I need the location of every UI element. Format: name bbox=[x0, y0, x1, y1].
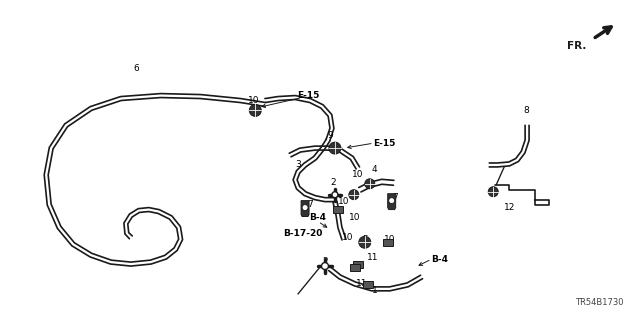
Text: B-17-20: B-17-20 bbox=[284, 229, 323, 238]
Text: 7: 7 bbox=[307, 200, 313, 209]
Text: 1: 1 bbox=[372, 286, 378, 295]
Bar bbox=[350, 263, 360, 271]
Text: E-15: E-15 bbox=[374, 139, 396, 148]
Circle shape bbox=[359, 236, 371, 248]
Polygon shape bbox=[301, 201, 309, 217]
Text: 10: 10 bbox=[338, 197, 349, 206]
Polygon shape bbox=[388, 194, 396, 210]
Text: 10: 10 bbox=[352, 170, 364, 179]
Text: B-4: B-4 bbox=[431, 255, 448, 263]
Text: 12: 12 bbox=[504, 203, 515, 212]
Text: 10: 10 bbox=[342, 233, 354, 242]
Text: 4: 4 bbox=[372, 166, 378, 174]
Bar bbox=[383, 239, 393, 246]
Circle shape bbox=[488, 187, 498, 197]
Circle shape bbox=[321, 263, 328, 270]
Circle shape bbox=[365, 179, 375, 189]
Text: FR.: FR. bbox=[568, 41, 587, 51]
Text: 3: 3 bbox=[295, 160, 301, 169]
Bar bbox=[353, 261, 363, 268]
Text: 11: 11 bbox=[356, 279, 367, 288]
Text: 10: 10 bbox=[384, 235, 396, 244]
Text: B-4: B-4 bbox=[310, 213, 326, 222]
Bar bbox=[333, 206, 343, 213]
Text: 2: 2 bbox=[330, 178, 336, 187]
Text: 10: 10 bbox=[349, 213, 360, 222]
Text: 10: 10 bbox=[248, 96, 259, 105]
Text: E-15: E-15 bbox=[297, 91, 319, 100]
Text: 6: 6 bbox=[133, 64, 139, 73]
Circle shape bbox=[332, 192, 338, 198]
Text: 9: 9 bbox=[327, 131, 333, 140]
Text: 8: 8 bbox=[524, 106, 529, 115]
Circle shape bbox=[302, 204, 308, 211]
Circle shape bbox=[329, 142, 341, 154]
Text: TR54B1730: TR54B1730 bbox=[575, 298, 623, 307]
Text: 7: 7 bbox=[392, 193, 397, 202]
Circle shape bbox=[388, 198, 395, 204]
Bar bbox=[363, 281, 372, 288]
Circle shape bbox=[349, 190, 359, 200]
Text: 5: 5 bbox=[362, 235, 367, 244]
Text: 11: 11 bbox=[367, 253, 378, 262]
Text: 2: 2 bbox=[322, 256, 328, 266]
Circle shape bbox=[250, 105, 261, 116]
